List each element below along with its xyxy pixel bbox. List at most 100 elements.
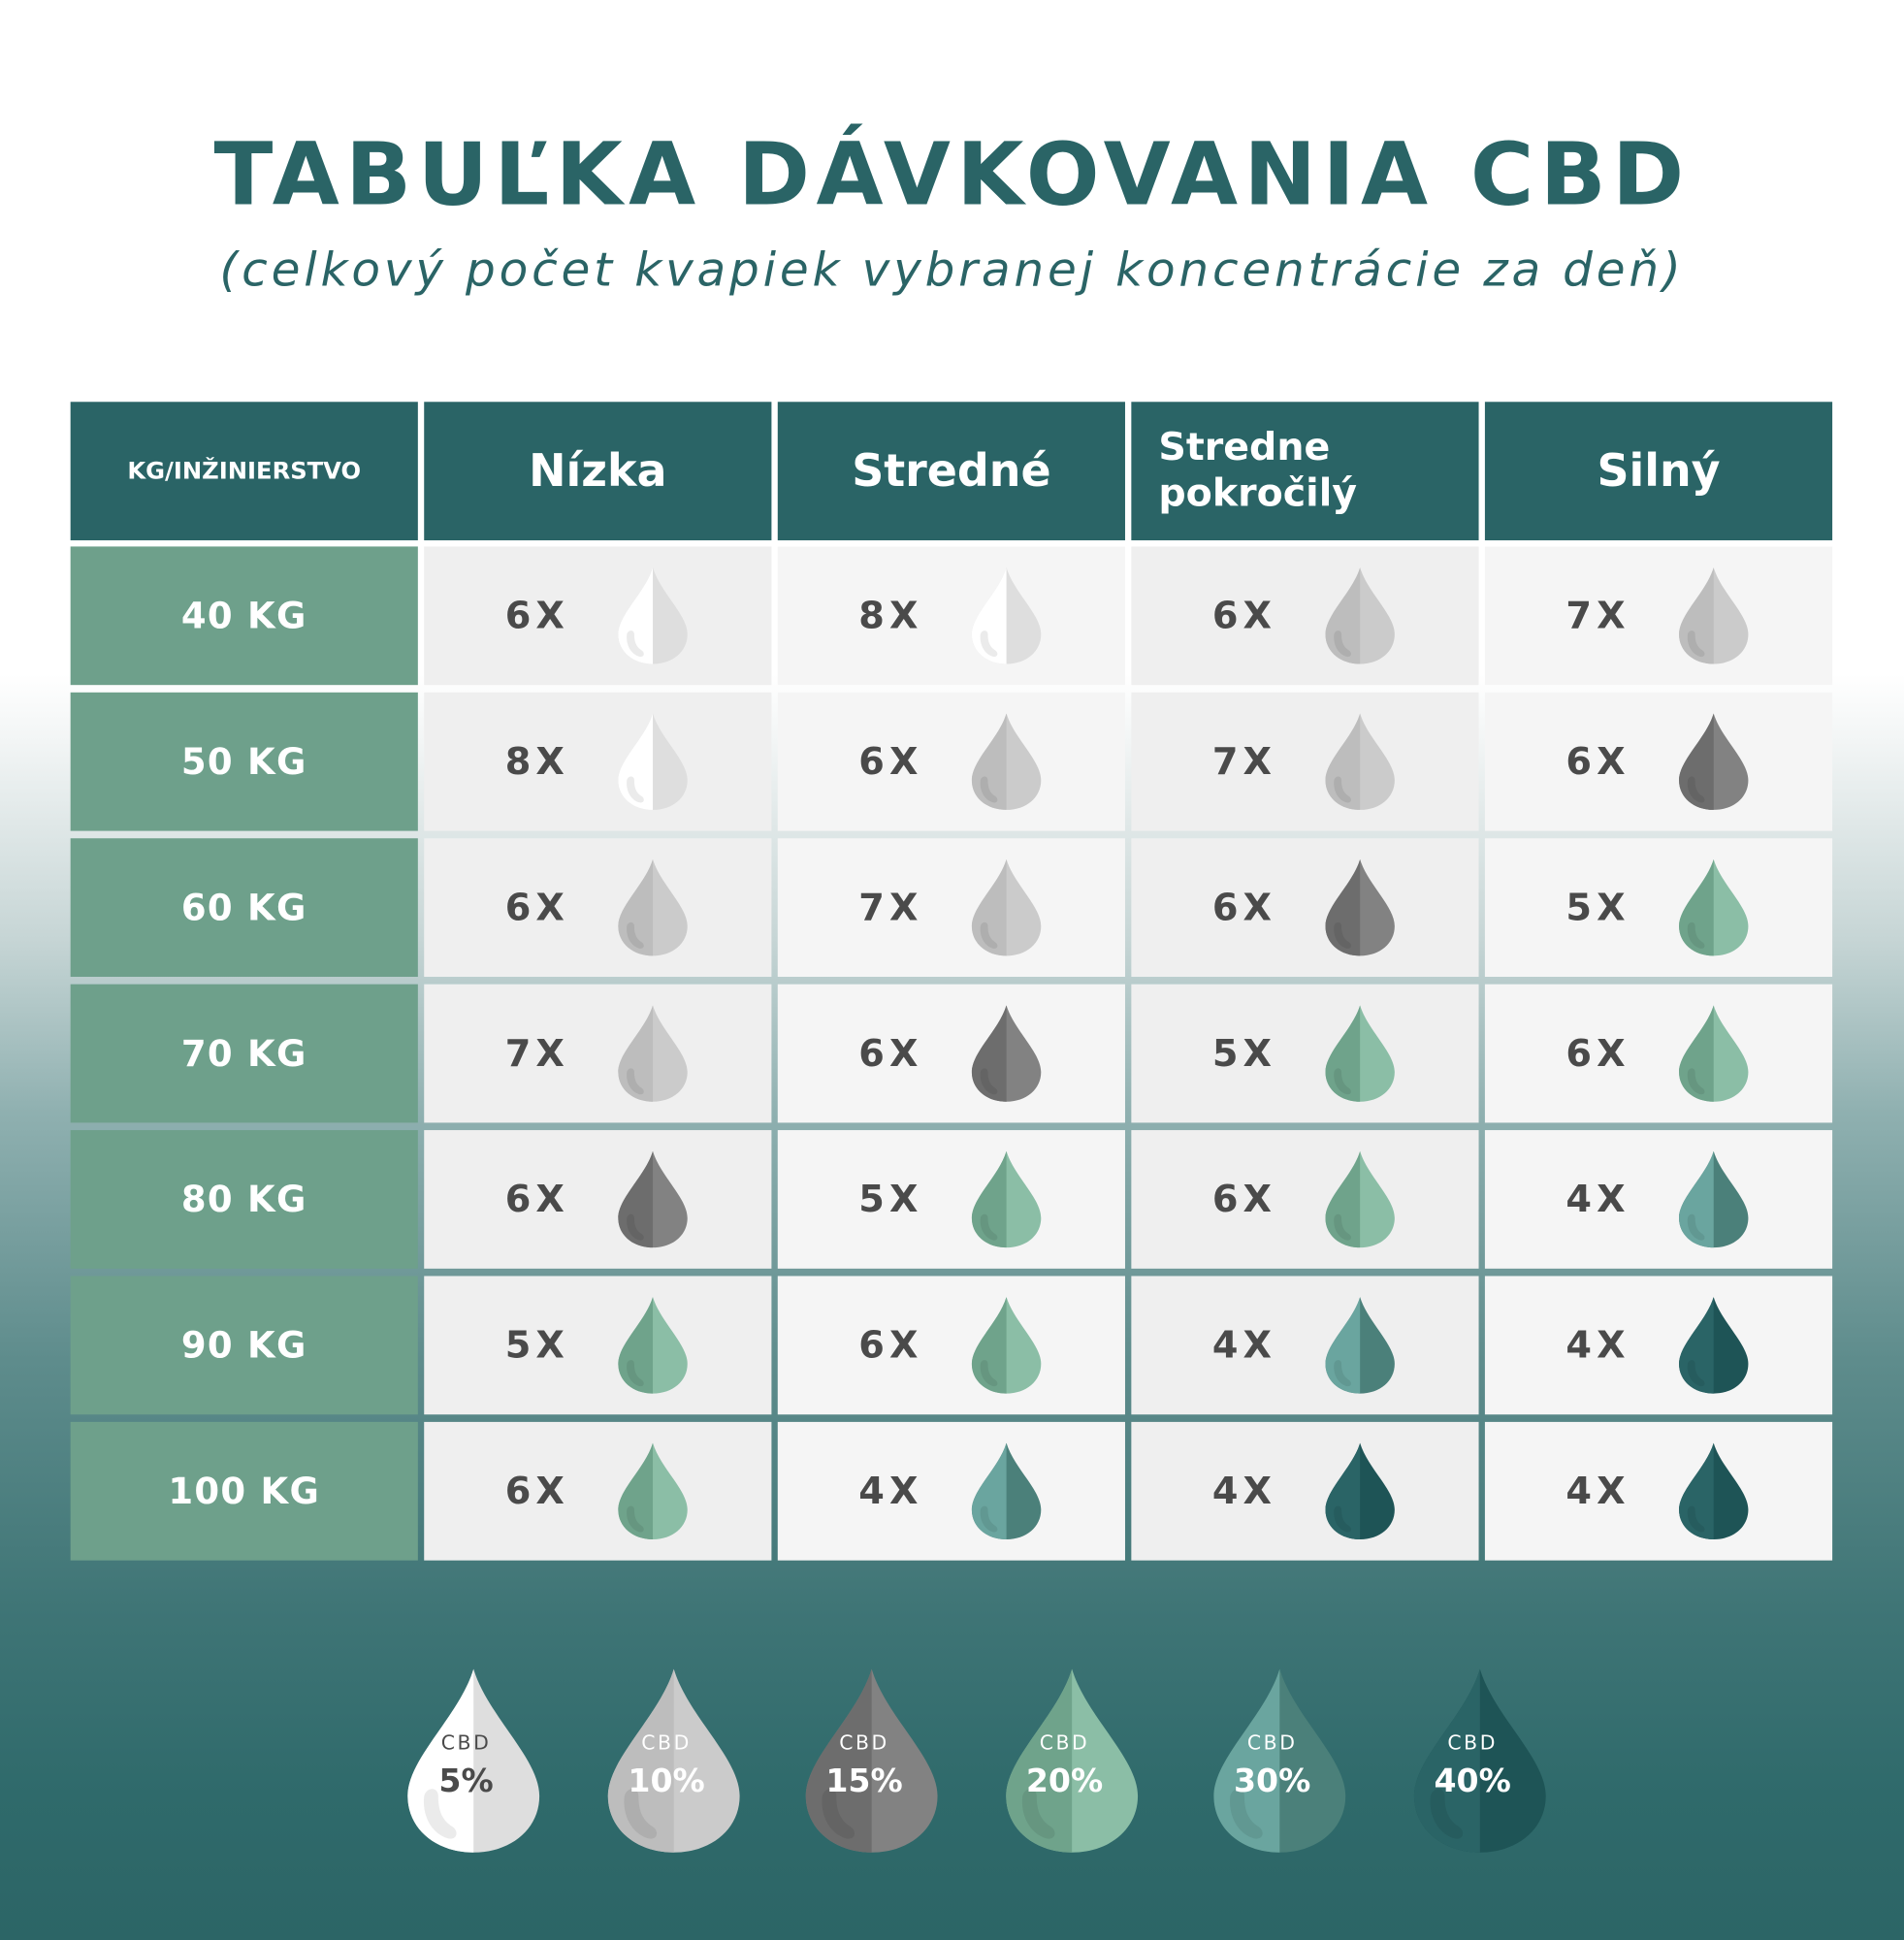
dosage-cell: 6X xyxy=(424,838,772,978)
drop-icon xyxy=(1675,1003,1752,1105)
drop-icon xyxy=(967,857,1044,958)
dosage-cell: 6X xyxy=(1131,546,1479,686)
legend-label: CBD xyxy=(641,1730,692,1755)
dosage-cell: 6X xyxy=(424,1130,772,1269)
legend-value: 5% xyxy=(438,1762,494,1800)
drop-count: 7X xyxy=(1565,594,1630,638)
column-header-label: Stredné xyxy=(852,445,1051,497)
weight-label: 100 KG xyxy=(168,1470,321,1512)
weight-cell: 70 KG xyxy=(70,984,418,1123)
drop-icon xyxy=(614,1148,691,1250)
drop-count: 4X xyxy=(1211,1323,1277,1368)
legend-item: CBD 40% xyxy=(1408,1665,1552,1858)
drop-icon xyxy=(1675,1440,1752,1542)
drop-icon xyxy=(967,1148,1044,1250)
dosage-cell: 5X xyxy=(1131,984,1479,1123)
weight-label: 60 KG xyxy=(180,886,307,929)
dosage-cell: 8X xyxy=(777,546,1125,686)
drop-icon xyxy=(614,566,691,667)
weight-cell: 100 KG xyxy=(70,1421,418,1561)
dosage-cell: 4X xyxy=(1484,1276,1833,1415)
weight-cell: 80 KG xyxy=(70,1130,418,1269)
drop-icon xyxy=(1321,1148,1398,1250)
dosage-cell: 6X xyxy=(777,692,1125,831)
weight-cell: 40 KG xyxy=(70,546,418,686)
dosage-cell: 8X xyxy=(424,692,772,831)
drop-count: 4X xyxy=(1565,1178,1630,1221)
legend-label: CBD xyxy=(440,1730,492,1755)
drop-count: 8X xyxy=(504,739,569,784)
drop-count: 6X xyxy=(1211,1178,1277,1221)
weight-cell: 60 KG xyxy=(70,838,418,978)
dosage-cell: 5X xyxy=(424,1276,772,1415)
drop-icon xyxy=(967,711,1044,813)
drop-count: 6X xyxy=(858,1031,923,1076)
legend-value: 10% xyxy=(628,1762,705,1800)
dosage-cell: 4X xyxy=(1131,1276,1479,1415)
legend-value: 15% xyxy=(825,1762,903,1800)
drop-count: 5X xyxy=(1211,1031,1277,1076)
drop-icon xyxy=(614,1295,691,1397)
legend-item: CBD 10% xyxy=(602,1665,746,1858)
weight-label: 50 KG xyxy=(180,740,307,783)
drop-count: 6X xyxy=(1211,886,1277,929)
drop-icon xyxy=(1321,1440,1398,1542)
column-header-label: Nízka xyxy=(529,445,667,497)
drop-count: 6X xyxy=(858,1323,923,1368)
drop-icon xyxy=(967,1003,1044,1105)
drop-count: 6X xyxy=(1211,594,1277,638)
drop-count: 8X xyxy=(858,594,923,638)
drop-icon xyxy=(1675,566,1752,667)
dosage-cell: 7X xyxy=(424,984,772,1123)
drop-count: 4X xyxy=(1565,1323,1630,1368)
legend-label: CBD xyxy=(839,1730,889,1755)
drop-icon xyxy=(967,566,1044,667)
drop-count: 7X xyxy=(858,886,923,929)
dosage-cell: 7X xyxy=(777,838,1125,978)
drop-count: 6X xyxy=(858,739,923,784)
drop-icon xyxy=(1675,1148,1752,1250)
drop-count: 6X xyxy=(1565,739,1630,784)
drop-count: 5X xyxy=(858,1178,923,1221)
legend-value: 20% xyxy=(1025,1762,1104,1800)
column-header: Stredne pokročilý xyxy=(1131,402,1479,541)
drop-icon xyxy=(1675,857,1752,958)
drop-icon xyxy=(1321,711,1398,813)
drop-count: 6X xyxy=(1565,1031,1630,1076)
page-subtitle: (celkový počet kvapiek vybranej koncentr… xyxy=(219,242,1685,297)
legend-item: CBD 15% xyxy=(800,1665,944,1858)
column-header: KG/INŽINIERSTVO xyxy=(70,402,418,541)
legend-value: 40% xyxy=(1434,1762,1511,1800)
weight-label: 40 KG xyxy=(180,595,307,637)
drop-icon xyxy=(614,1003,691,1105)
legend-label: CBD xyxy=(1447,1730,1498,1755)
legend-item: CBD 5% xyxy=(402,1665,545,1858)
dosage-cell: 6X xyxy=(777,984,1125,1123)
weight-label: 80 KG xyxy=(180,1178,307,1221)
drop-icon xyxy=(967,1440,1044,1542)
drop-count: 5X xyxy=(1565,886,1630,929)
column-header: Silný xyxy=(1484,402,1833,541)
dosage-cell: 6X xyxy=(1131,838,1479,978)
dosage-cell: 6X xyxy=(1131,1130,1479,1269)
drop-icon xyxy=(1675,711,1752,813)
drop-count: 7X xyxy=(1211,739,1277,784)
dosage-cell: 6X xyxy=(1484,984,1833,1123)
drop-icon xyxy=(1675,1295,1752,1397)
dosage-cell: 5X xyxy=(777,1130,1125,1269)
drop-count: 6X xyxy=(504,594,569,638)
drop-icon xyxy=(614,711,691,813)
column-header-label: Silný xyxy=(1597,445,1721,497)
drop-count: 4X xyxy=(1211,1469,1277,1513)
drop-icon xyxy=(614,1440,691,1542)
drop-count: 6X xyxy=(504,1178,569,1221)
dosage-cell: 4X xyxy=(1131,1421,1479,1561)
drop-icon xyxy=(1321,857,1398,958)
page-title: TABUĽKA DÁVKOVANIA CBD xyxy=(213,123,1691,225)
drop-count: 4X xyxy=(858,1469,923,1513)
column-header-label: Stredne pokročilý xyxy=(1158,425,1358,516)
legend-item: CBD 30% xyxy=(1208,1665,1351,1858)
legend-label: CBD xyxy=(1039,1730,1090,1755)
drop-count: 7X xyxy=(504,1031,569,1076)
